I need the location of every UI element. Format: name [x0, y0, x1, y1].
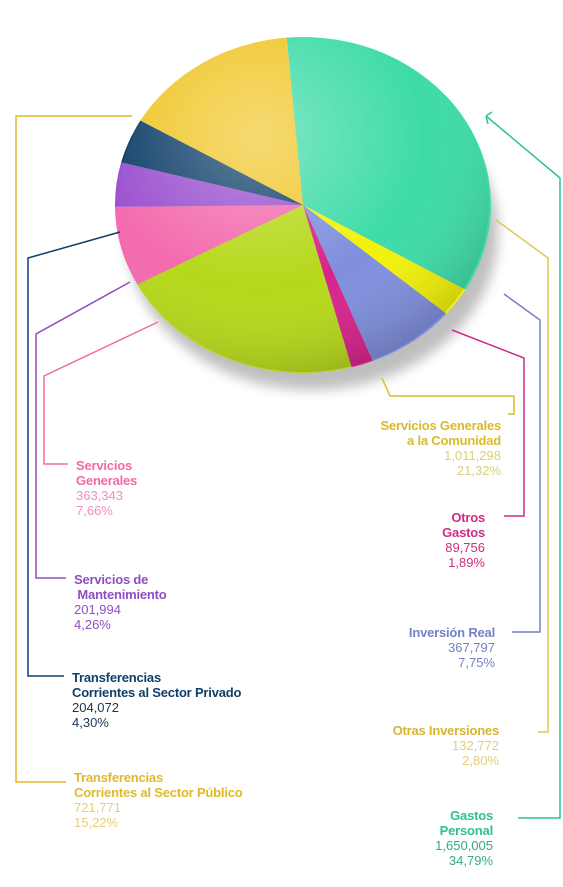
leader-otras-inversiones [495, 219, 549, 733]
leader-otros-gastos [451, 329, 525, 517]
label-gastos-personal: Gastos Personal 1,650,005 34,79% [435, 808, 493, 868]
label-otros-gastos: Otros Gastos 89,756 1,89% [442, 510, 485, 570]
label-inversion-real: Inversión Real 367,797 7,75% [408, 625, 495, 670]
label-transferencias-privado: Transferencias Corrientes al Sector Priv… [72, 670, 242, 730]
leader-transferencias-privado [27, 231, 121, 677]
leader-servicios-mantenimiento [35, 281, 131, 579]
label-transferencias-publico: Transferencias Corrientes al Sector Públ… [74, 770, 243, 830]
leader-transferencias-publico [15, 115, 132, 783]
leader-gastos-personal [485, 111, 561, 819]
label-servicios-mantenimiento: Servicios de Mantenimiento 201,994 4,26% [74, 572, 167, 632]
label-servicios-comunidad: Servicios Generales a la Comunidad 1,011… [380, 418, 502, 478]
leader-inversion-real [503, 293, 541, 633]
label-servicios-generales: Servicios Generales 363,343 7,66% [76, 458, 138, 518]
label-otras-inversiones: Otras Inversiones 132,772 2,80% [392, 723, 500, 768]
leader-servicios-comunidad [381, 377, 515, 415]
leader-servicios-generales [43, 321, 159, 465]
